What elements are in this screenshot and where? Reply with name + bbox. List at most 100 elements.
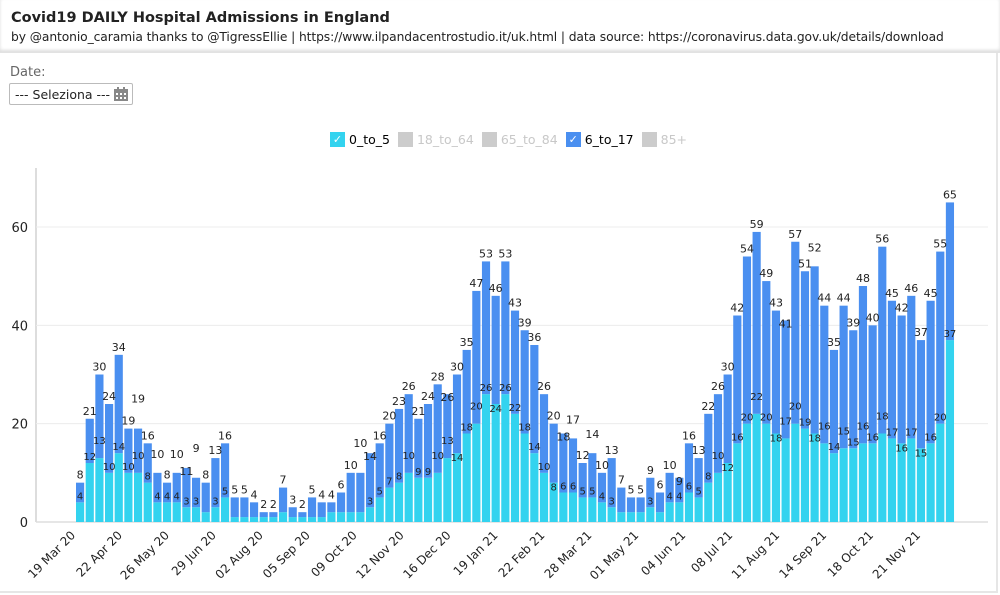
bar-0-to-5 bbox=[211, 507, 220, 522]
checkbox-icon: ✓ bbox=[330, 132, 345, 147]
x-tick-label: 02 Aug 20 bbox=[212, 528, 265, 581]
date-picker[interactable]: --- Seleziona --- bbox=[9, 83, 133, 105]
legend-item-65-to-84[interactable]: 65_to_84 bbox=[481, 132, 558, 147]
data-label: 56 bbox=[875, 233, 889, 246]
data-label: 9 bbox=[676, 475, 683, 488]
bar-0-to-5 bbox=[878, 433, 887, 522]
calendar-icon[interactable] bbox=[113, 86, 129, 102]
data-label: 11 bbox=[179, 465, 193, 478]
bar-0-to-5 bbox=[607, 507, 616, 522]
bar-0-to-5 bbox=[510, 413, 520, 522]
bar-6-to-17 bbox=[95, 374, 104, 459]
legend-item-6-to-17[interactable]: ✓ 6_to_17 bbox=[565, 132, 634, 147]
data-label: 3 bbox=[367, 496, 373, 507]
x-tick-label: 18 Oct 21 bbox=[825, 528, 877, 580]
bar-6-to-17 bbox=[191, 477, 201, 508]
checkbox-icon bbox=[397, 132, 413, 147]
data-label: 44 bbox=[817, 292, 831, 305]
data-label: 39 bbox=[846, 316, 860, 329]
bar-6-to-17 bbox=[491, 295, 500, 404]
bar-chart: 0204060842112301324103414191019101681048… bbox=[11, 168, 988, 583]
x-tick-label: 11 Aug 21 bbox=[729, 528, 782, 581]
bar-6-to-17 bbox=[568, 438, 578, 493]
data-label: 3 bbox=[608, 496, 614, 507]
data-label: 34 bbox=[112, 341, 126, 354]
data-label: 9 bbox=[425, 467, 431, 478]
data-label: 8 bbox=[705, 472, 711, 483]
x-tick-label: 05 Sep 20 bbox=[260, 528, 313, 581]
bar-0-to-5 bbox=[549, 482, 558, 522]
bar-6-to-17 bbox=[104, 404, 114, 473]
data-label: 17 bbox=[779, 416, 792, 427]
bar-6-to-17 bbox=[704, 413, 713, 483]
data-label: 51 bbox=[798, 257, 812, 270]
bar-0-to-5 bbox=[481, 394, 491, 522]
data-label: 13 bbox=[692, 444, 706, 457]
data-label: 12 bbox=[83, 452, 96, 463]
bar-6-to-17 bbox=[133, 428, 143, 473]
bar-0-to-5 bbox=[936, 423, 945, 522]
bar-0-to-5 bbox=[249, 517, 259, 522]
bar-6-to-17 bbox=[404, 394, 413, 473]
bar-0-to-5 bbox=[626, 512, 636, 522]
data-label: 10 bbox=[712, 451, 725, 462]
bar-0-to-5 bbox=[182, 507, 191, 522]
bar-6-to-17 bbox=[220, 443, 230, 498]
bar-6-to-17 bbox=[307, 497, 317, 518]
bar-0-to-5 bbox=[365, 507, 375, 522]
bar-0-to-5 bbox=[133, 472, 143, 522]
data-label: 14 bbox=[528, 442, 541, 453]
data-label: 26 bbox=[711, 380, 725, 393]
bar-6-to-17 bbox=[394, 408, 404, 483]
data-label: 7 bbox=[280, 474, 287, 487]
data-label: 21 bbox=[83, 405, 97, 418]
data-label: 45 bbox=[885, 287, 899, 300]
legend-item-85-plus[interactable]: 85+ bbox=[641, 132, 687, 147]
bar-0-to-5 bbox=[114, 453, 123, 522]
legend-item-18-to-64[interactable]: 18_to_64 bbox=[397, 132, 474, 147]
data-label: 14 bbox=[451, 453, 464, 464]
data-label: 5 bbox=[589, 486, 595, 497]
legend-item-0-to-5[interactable]: ✓ 0_to_5 bbox=[330, 132, 390, 147]
data-label: 2 bbox=[299, 498, 306, 511]
bar-6-to-17 bbox=[549, 423, 558, 483]
data-label: 24 bbox=[102, 390, 116, 403]
bar-6-to-17 bbox=[858, 286, 868, 444]
x-tick-label: 26 May 20 bbox=[118, 528, 172, 582]
bar-0-to-5 bbox=[559, 492, 568, 522]
bar-6-to-17 bbox=[539, 394, 549, 473]
data-label: 17 bbox=[886, 427, 899, 438]
data-label: 65 bbox=[943, 188, 957, 201]
bar-0-to-5 bbox=[191, 507, 201, 522]
data-label: 5 bbox=[377, 486, 383, 497]
bar-0-to-5 bbox=[723, 463, 732, 522]
data-label: 17 bbox=[566, 413, 580, 426]
data-label: 10 bbox=[353, 437, 367, 450]
bar-0-to-5 bbox=[317, 517, 326, 522]
bar-6-to-17 bbox=[278, 487, 288, 513]
data-label: 30 bbox=[721, 361, 735, 374]
date-picker-value: --- Seleziona --- bbox=[15, 87, 111, 102]
data-label: 26 bbox=[537, 380, 551, 393]
bar-6-to-17 bbox=[713, 394, 723, 473]
data-label: 6 bbox=[656, 479, 663, 492]
bar-0-to-5 bbox=[278, 512, 288, 522]
bar-6-to-17 bbox=[443, 394, 452, 459]
data-label: 10 bbox=[103, 462, 116, 473]
bar-6-to-17 bbox=[675, 477, 684, 503]
bar-6-to-17 bbox=[646, 477, 655, 508]
bar-0-to-5 bbox=[539, 472, 549, 522]
bar-6-to-17 bbox=[249, 502, 259, 518]
bar-6-to-17 bbox=[375, 443, 384, 498]
bar-0-to-5 bbox=[887, 438, 897, 522]
bar-6-to-17 bbox=[182, 467, 191, 508]
data-label: 16 bbox=[895, 443, 908, 454]
data-label: 4 bbox=[251, 488, 258, 501]
data-label: 8 bbox=[77, 469, 84, 482]
data-label: 19 bbox=[799, 418, 812, 429]
bar-6-to-17 bbox=[288, 507, 297, 518]
bar-0-to-5 bbox=[95, 458, 104, 522]
data-label: 20 bbox=[760, 413, 773, 424]
bar-0-to-5 bbox=[230, 517, 239, 522]
data-label: 18 bbox=[460, 423, 473, 434]
